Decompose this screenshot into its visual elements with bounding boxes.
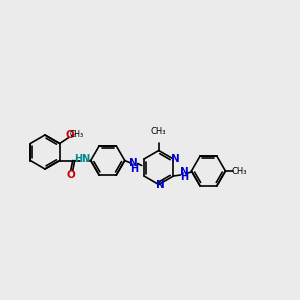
Text: H: H [180, 172, 188, 182]
Text: N: N [129, 158, 138, 169]
Text: O: O [66, 170, 75, 181]
Text: N: N [171, 154, 180, 164]
Text: HN: HN [75, 154, 91, 164]
Text: N: N [180, 167, 189, 177]
Text: N: N [156, 179, 165, 190]
Text: O: O [65, 130, 74, 140]
Text: CH₃: CH₃ [70, 130, 84, 139]
Text: CH₃: CH₃ [151, 128, 167, 136]
Text: H: H [130, 164, 138, 173]
Text: CH₃: CH₃ [232, 167, 247, 176]
